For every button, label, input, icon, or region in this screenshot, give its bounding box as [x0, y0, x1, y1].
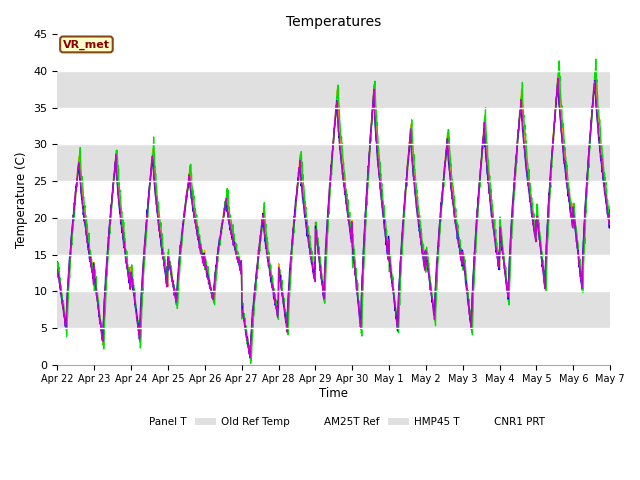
Line: AM25T Ref: AM25T Ref [58, 59, 610, 363]
HMP45 T [495, 264, 502, 270]
Old Ref Temp [591, 68, 599, 74]
Old Ref Temp [350, 252, 358, 257]
Panel T [362, 214, 370, 219]
Old Ref Temp [208, 288, 216, 294]
Line: CNR1 PRT: CNR1 PRT [58, 78, 610, 358]
Line: Old Ref Temp: Old Ref Temp [58, 71, 610, 359]
Bar [58, 108, 610, 144]
Panel T [573, 238, 581, 243]
AM25T Ref [495, 258, 502, 264]
Text: VR_met: VR_met [63, 39, 110, 49]
AM25T Ref [557, 105, 565, 111]
Old Ref Temp [557, 118, 565, 124]
AM25T Ref [606, 217, 614, 223]
AM25T Ref [208, 288, 216, 294]
Old Ref Temp [495, 260, 502, 266]
Bar [58, 181, 610, 218]
HMP45 T [350, 260, 358, 266]
Panel T [208, 289, 216, 295]
Old Ref Temp [573, 238, 580, 244]
Panel T [555, 68, 563, 73]
Panel T [54, 259, 61, 264]
Panel T [495, 260, 502, 266]
Old Ref Temp [362, 205, 370, 211]
AM25T Ref [350, 247, 358, 252]
CNR1 PRT [362, 205, 370, 211]
Legend: Panel T, Old Ref Temp, AM25T Ref, HMP45 T, CNR1 PRT: Panel T, Old Ref Temp, AM25T Ref, HMP45 … [118, 413, 549, 431]
CNR1 PRT [350, 259, 358, 264]
HMP45 T [54, 266, 61, 272]
Bar [58, 328, 610, 365]
CNR1 PRT [208, 290, 216, 296]
Bar [58, 291, 610, 328]
CNR1 PRT [246, 355, 254, 361]
Bar [58, 218, 610, 254]
Panel T [247, 356, 255, 362]
HMP45 T [208, 289, 216, 295]
Bar [58, 71, 610, 108]
Bar [58, 144, 610, 181]
AM25T Ref [362, 222, 370, 228]
Panel T [558, 119, 566, 125]
CNR1 PRT [495, 260, 502, 266]
Bar [58, 35, 610, 71]
Y-axis label: Temperature (C): Temperature (C) [15, 151, 28, 248]
HMP45 T [573, 245, 581, 251]
CNR1 PRT [558, 129, 566, 135]
CNR1 PRT [554, 75, 562, 81]
AM25T Ref [247, 360, 255, 366]
Title: Temperatures: Temperatures [286, 15, 381, 29]
Old Ref Temp [246, 356, 254, 361]
CNR1 PRT [573, 244, 581, 250]
X-axis label: Time: Time [319, 387, 348, 400]
Old Ref Temp [606, 204, 614, 210]
HMP45 T [554, 76, 562, 82]
Line: HMP45 T: HMP45 T [58, 79, 610, 358]
CNR1 PRT [606, 210, 614, 216]
AM25T Ref [573, 232, 580, 238]
Old Ref Temp [54, 262, 61, 268]
HMP45 T [606, 210, 614, 216]
AM25T Ref [54, 273, 61, 279]
Bar [58, 254, 610, 291]
CNR1 PRT [54, 267, 61, 273]
AM25T Ref [592, 56, 600, 62]
Panel T [606, 205, 614, 211]
Panel T [350, 249, 358, 255]
Line: Panel T: Panel T [58, 71, 610, 359]
HMP45 T [246, 355, 253, 360]
HMP45 T [558, 134, 566, 140]
HMP45 T [362, 200, 370, 206]
